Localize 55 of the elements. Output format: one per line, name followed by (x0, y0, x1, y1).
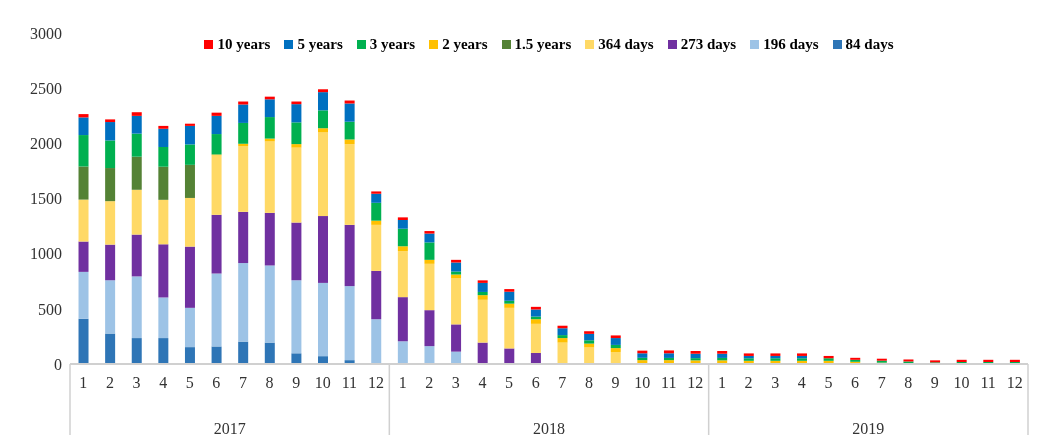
x-tick-label: 4 (159, 374, 168, 391)
y-tick-label: 1500 (30, 190, 62, 208)
x-tick-label: 2 (425, 374, 434, 391)
legend-label: 10 years (216, 36, 271, 53)
x-tick-label: 8 (584, 374, 593, 391)
legend-label: 84 days (844, 36, 894, 53)
legend-label: 5 years (296, 36, 343, 53)
x-tick-label: 10 (953, 374, 970, 391)
x-tick-label: 10 (314, 374, 331, 391)
x-tick-label: 4 (478, 374, 487, 391)
x-tick-label: 3 (132, 374, 141, 391)
x-tick-label: 7 (238, 374, 247, 391)
legend-label: 1.5 years (513, 36, 572, 53)
y-tick-label: 500 (38, 300, 62, 318)
legend-label: 196 days (762, 36, 819, 53)
x-tick-label: 12 (368, 374, 385, 391)
legend-label: 364 days (597, 36, 654, 53)
x-tick-label: 11 (341, 374, 358, 391)
x-tick-label: 9 (930, 374, 939, 391)
x-tick-label: 1 (79, 374, 88, 391)
x-tick-label: 6 (531, 374, 540, 391)
text: 2018 (533, 420, 565, 435)
x-tick-label: 5 (185, 374, 194, 391)
legend-label: 273 days (679, 36, 737, 53)
x-tick-label: 9 (292, 374, 301, 391)
text: 2019 (852, 420, 885, 435)
x-tick-label: 6 (212, 374, 221, 391)
x-tick-label: 7 (877, 374, 886, 391)
x-tick-label: 3 (451, 374, 460, 391)
legend-label: 3 years (368, 36, 416, 53)
x-tick-label: 12 (687, 374, 704, 391)
y-tick-label: 1000 (30, 245, 62, 263)
y-tick-label: 2000 (30, 135, 62, 153)
x-tick-label: 3 (771, 374, 780, 391)
x-tick-label: 2 (744, 374, 753, 391)
x-tick-label: 5 (505, 374, 514, 391)
legend-label: 2 years (441, 36, 488, 53)
text: 2017 (213, 420, 246, 435)
y-tick-label: 3000 (30, 24, 62, 42)
x-tick-label: 5 (824, 374, 833, 391)
y-tick-label: 2500 (30, 79, 62, 97)
x-tick-label: 11 (661, 374, 677, 391)
x-tick-label: 1 (398, 374, 407, 391)
x-tick-label: 11 (980, 374, 996, 391)
x-tick-label: 6 (851, 374, 860, 391)
x-tick-label: 4 (797, 374, 806, 391)
x-tick-label: 9 (611, 374, 620, 391)
x-tick-label: 1 (717, 374, 726, 391)
y-tick-label: 0 (54, 355, 62, 373)
x-tick-label: 2 (105, 374, 114, 391)
x-tick-label: 10 (634, 374, 651, 391)
x-tick-label: 7 (558, 374, 567, 391)
x-tick-label: 8 (265, 374, 274, 391)
x-tick-label: 12 (1006, 374, 1023, 391)
x-tick-label: 8 (904, 374, 913, 391)
